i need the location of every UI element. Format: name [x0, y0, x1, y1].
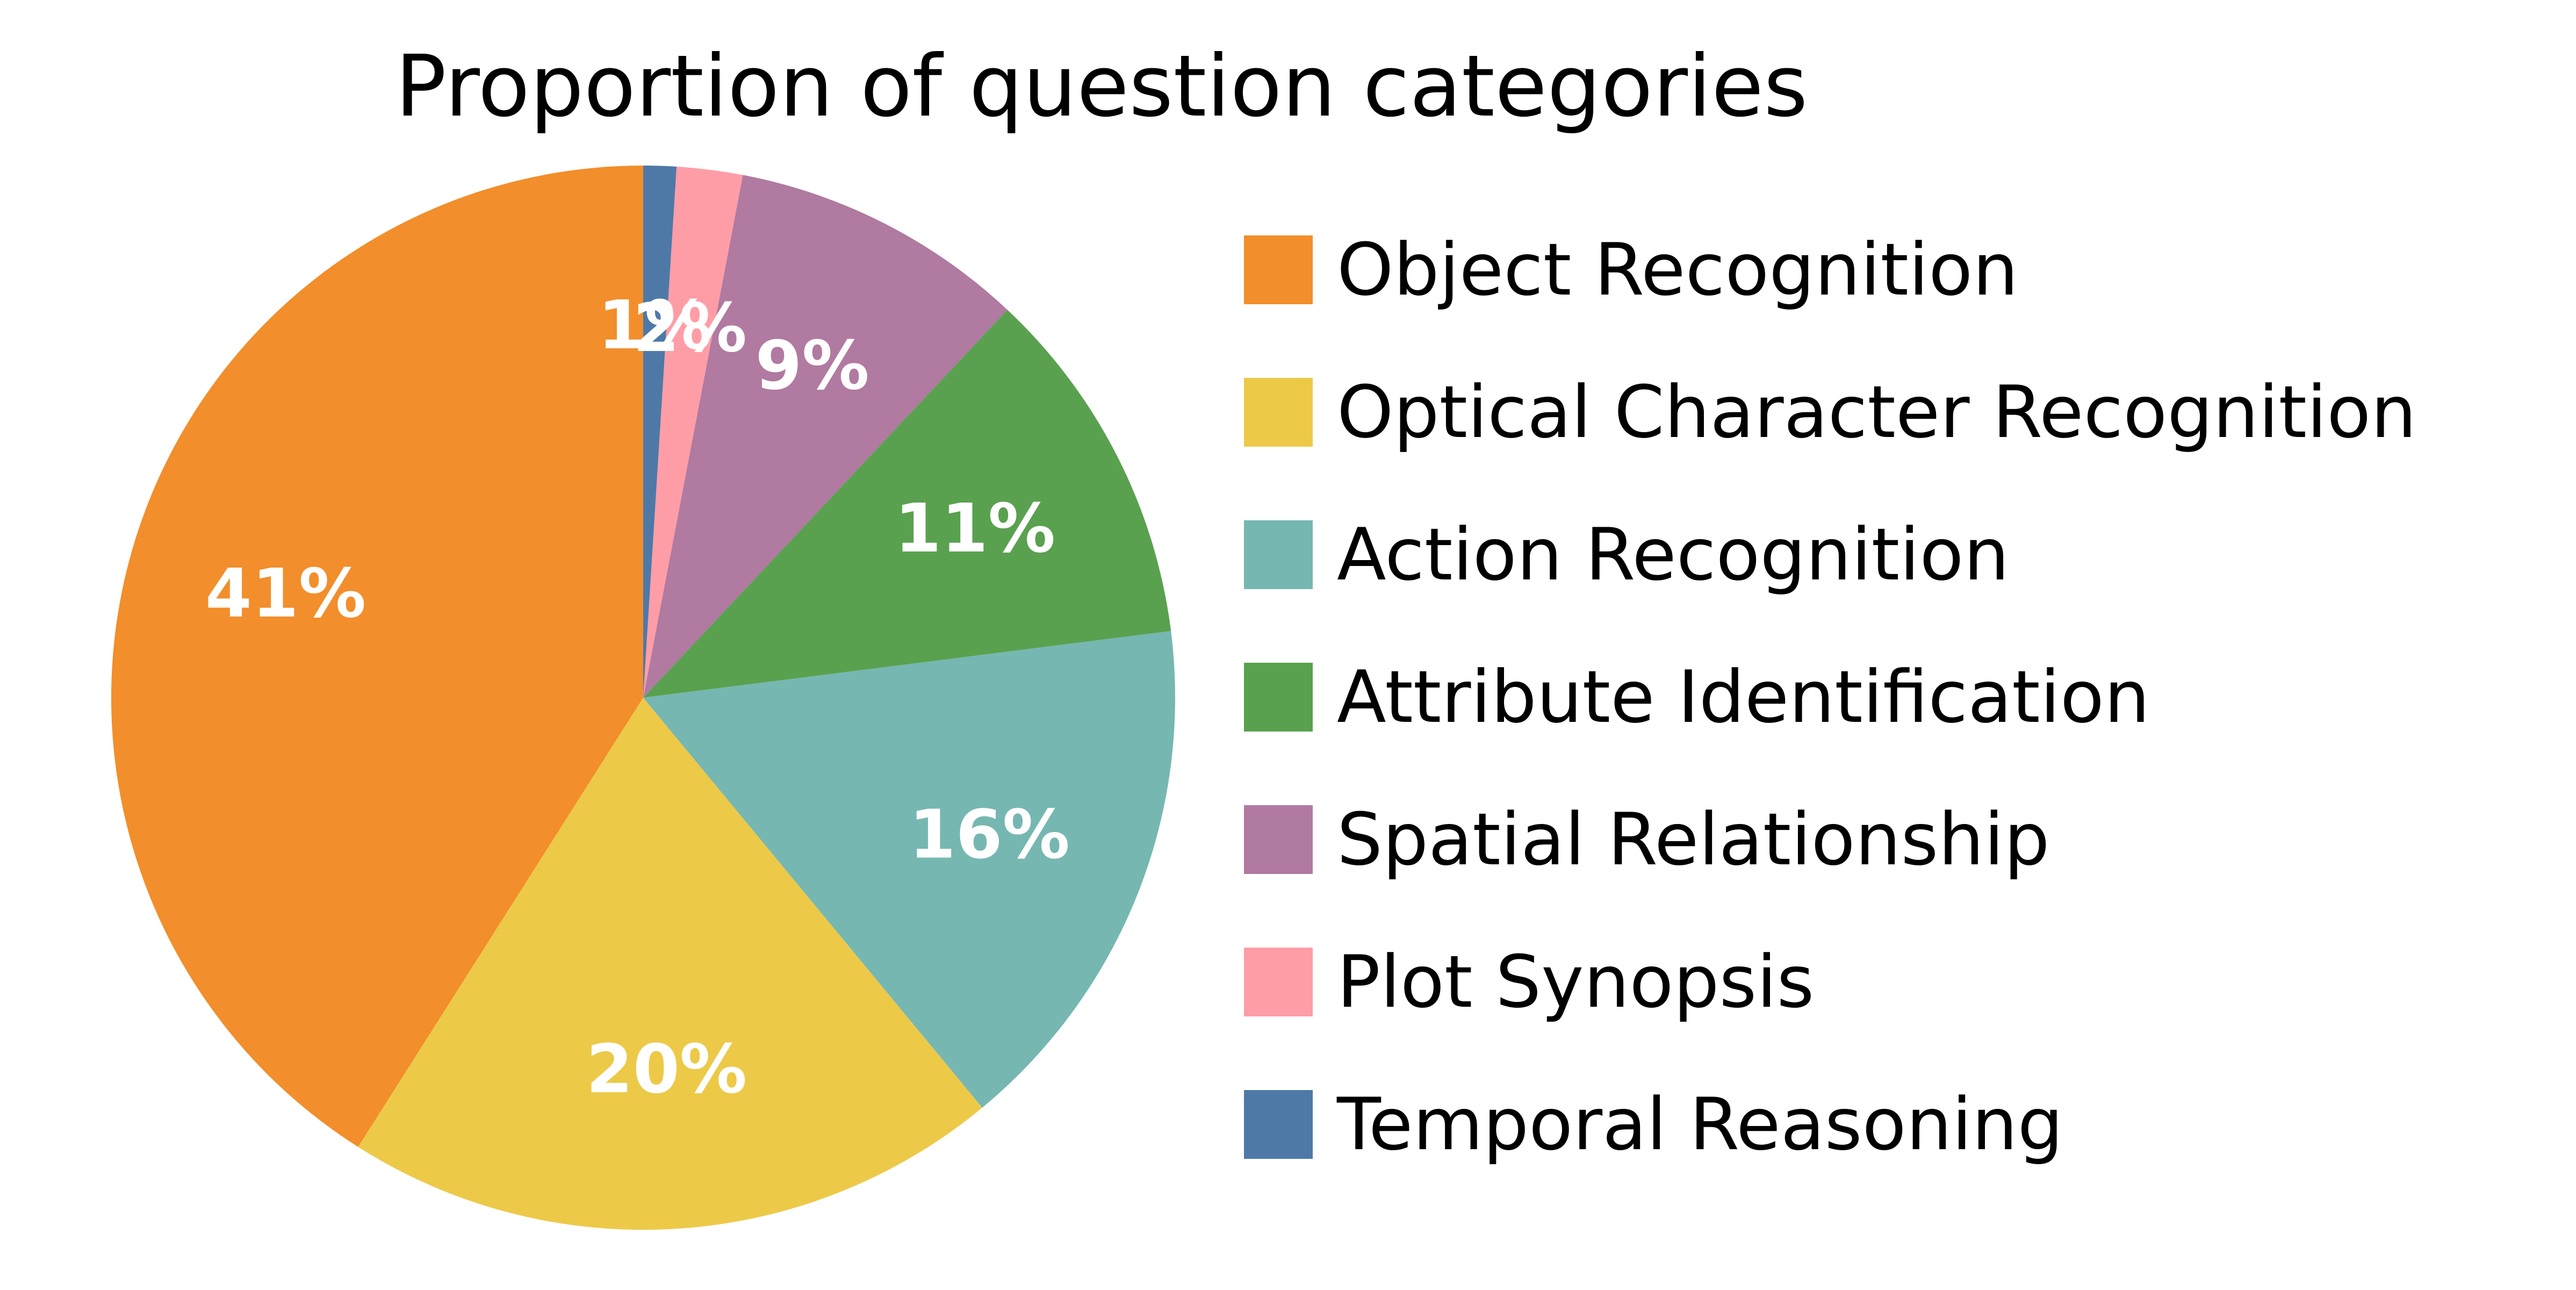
legend-swatch [1244, 235, 1313, 304]
pie-slice-label: 41% [205, 555, 366, 633]
legend-label: Action Recognition [1337, 513, 2009, 597]
pie-slices [111, 166, 1175, 1230]
legend-swatch [1244, 378, 1313, 447]
legend-swatch [1244, 1090, 1313, 1159]
legend-swatch [1244, 663, 1313, 732]
pie-slice-object-recognition [111, 166, 643, 1147]
pie-slice-plot-synopsis [643, 166, 743, 698]
legend: Object Recognition Optical Character Reco… [1244, 228, 2416, 1166]
pie-slice-label: 1% [598, 286, 712, 364]
legend-label: Plot Synopsis [1337, 940, 1814, 1024]
legend-label: Temporal Reasoning [1336, 1083, 2063, 1166]
pie-slice-optical-character-recognition [358, 698, 983, 1230]
pie-slice-temporal-reasoning [643, 166, 677, 698]
pie-slice-spatial-relationship [643, 175, 1008, 698]
pie-slice-label: 16% [909, 796, 1070, 874]
pie-slice-label: 2% [633, 289, 747, 367]
legend-label: Optical Character Recognition [1337, 370, 2416, 454]
chart-title: Proportion of question categories [395, 37, 1808, 136]
legend-label: Object Recognition [1337, 228, 2018, 312]
pie-slice-label: 9% [755, 327, 869, 405]
pie-slice-attribute-identification [643, 310, 1171, 698]
legend-swatch [1244, 520, 1313, 589]
pie-slice-labels: 41% 20% 16% 11% 9%2%1% [205, 286, 1070, 1108]
legend-label: Attribute Identification [1337, 655, 2150, 739]
pie-slice-label: 11% [895, 490, 1055, 568]
pie-slice-action-recognition [643, 630, 1175, 1108]
pie-slice-label: 20% [586, 1030, 747, 1108]
legend-swatch [1244, 805, 1313, 874]
legend-swatch [1244, 948, 1313, 1016]
legend-label: Spatial Relationship [1337, 798, 2050, 882]
